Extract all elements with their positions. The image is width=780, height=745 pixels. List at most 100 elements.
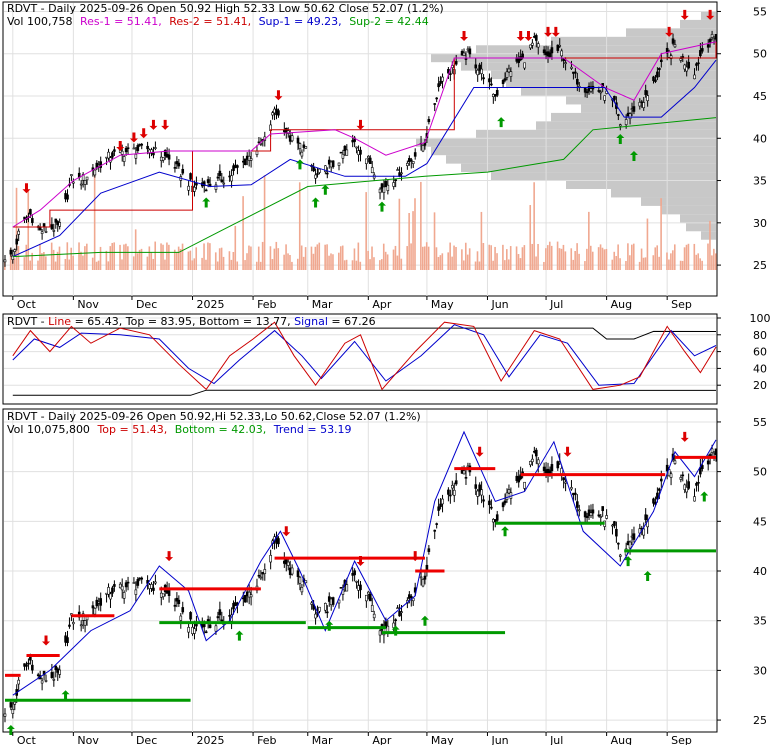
month-tick-2: Oct [17,734,37,745]
price-candle [599,91,603,94]
volume-bar [605,248,608,270]
volume-bar [656,245,659,270]
price-candle [202,181,206,187]
volume-bar [672,250,674,270]
sell-arrow-2 [475,446,484,457]
volume-bar [603,249,606,270]
volume-bar [683,247,686,270]
price-candle-2 [488,500,491,506]
legend-bottom-2: Bottom = 42.03, [175,423,267,436]
volume-bar [257,246,260,270]
price-candle-2 [318,606,321,612]
volume-bar [701,260,703,270]
month-tick: Nov [77,298,99,311]
price-candle-2 [523,481,526,489]
price-candle [658,68,661,71]
volume-bar [543,261,545,270]
price-candle [380,183,384,189]
price-candle [382,186,386,193]
volume-bar [216,261,219,270]
volume-bar [547,245,549,270]
volume-bar [68,259,71,270]
price-candle [187,185,190,191]
price-candle-2 [411,597,415,602]
volume-bar [699,258,701,270]
buy-arrow [321,184,330,195]
volume-bar [138,249,141,270]
volume-bar [82,255,84,270]
price-candle [468,48,472,55]
volume-bar [105,250,108,270]
volume-bar [423,246,426,270]
price-candle-2 [464,477,468,479]
volume-bar [652,255,655,270]
price-candle [277,110,280,116]
volume-profile-bar [521,87,716,96]
price-candle [523,62,526,69]
price-candle [136,145,140,151]
price-candle [111,152,114,158]
legend-line-value: = 65.43, [71,315,126,328]
volume-profile-bar [662,205,716,215]
price-candle-2 [529,461,532,466]
volume-bar [373,257,375,270]
price-candle-2 [669,473,673,478]
volume-bar [244,260,246,270]
price-candle-2 [439,503,442,507]
price-candle-2 [577,509,581,512]
price-candle [126,147,130,150]
price-candle-2 [599,516,603,518]
price-candle [433,103,437,105]
legend-sup-1: Sup-1 = 49.23, [259,15,342,28]
price-candle-2 [685,487,689,493]
price-candle [628,113,632,120]
month-tick: Apr [372,298,392,311]
price-candle [222,182,226,185]
volume-bar [679,260,682,270]
volume-bar [353,248,356,270]
month-tick: Dec [136,298,157,311]
volume-profile-bar [476,129,716,139]
price-candle [193,186,196,192]
price-candle [40,231,44,234]
price-candle-2 [427,548,431,552]
price-candle-2 [370,605,374,612]
price-candle-2 [501,502,505,508]
price-candle [243,158,247,166]
price-candle [576,78,579,85]
oscillator-tick: 60 [753,346,767,359]
price-candle-2 [345,584,349,592]
price-candle-2 [658,488,661,491]
price-candle-2 [699,467,702,475]
price-candle-2 [437,506,440,511]
price-candle [589,88,593,92]
price-candle [54,218,58,223]
volume-bar [496,253,498,270]
volume-bar [222,256,225,270]
volume-bar [709,220,711,270]
price-candle [120,150,124,155]
legend-bottom: Bottom [199,315,239,328]
volume-profile-bar [446,155,716,164]
sell-arrow [516,31,525,42]
sell-arrow [524,31,533,42]
legend-sup-2: Sup-2 = 42.44 [349,15,429,28]
price-candle-2 [310,602,313,605]
price-candle [644,90,647,95]
volume-bar [531,243,533,270]
month-tick: Jun [490,298,508,311]
volume-bar [504,260,506,270]
price-candle [632,106,636,112]
legend-line: Line [48,315,71,328]
price-candle-2 [576,501,579,508]
price-candle-2 [644,514,647,521]
price-candle [79,183,83,186]
volume-bar [271,259,274,270]
volume-bar [707,243,709,270]
panel-3-gridlines [4,410,716,732]
volume-bar [345,259,348,270]
price-candle-2 [697,481,700,484]
price-candle-2 [232,602,235,610]
price-tick-2: 35 [753,615,767,628]
price-tick-2: 40 [753,565,767,578]
